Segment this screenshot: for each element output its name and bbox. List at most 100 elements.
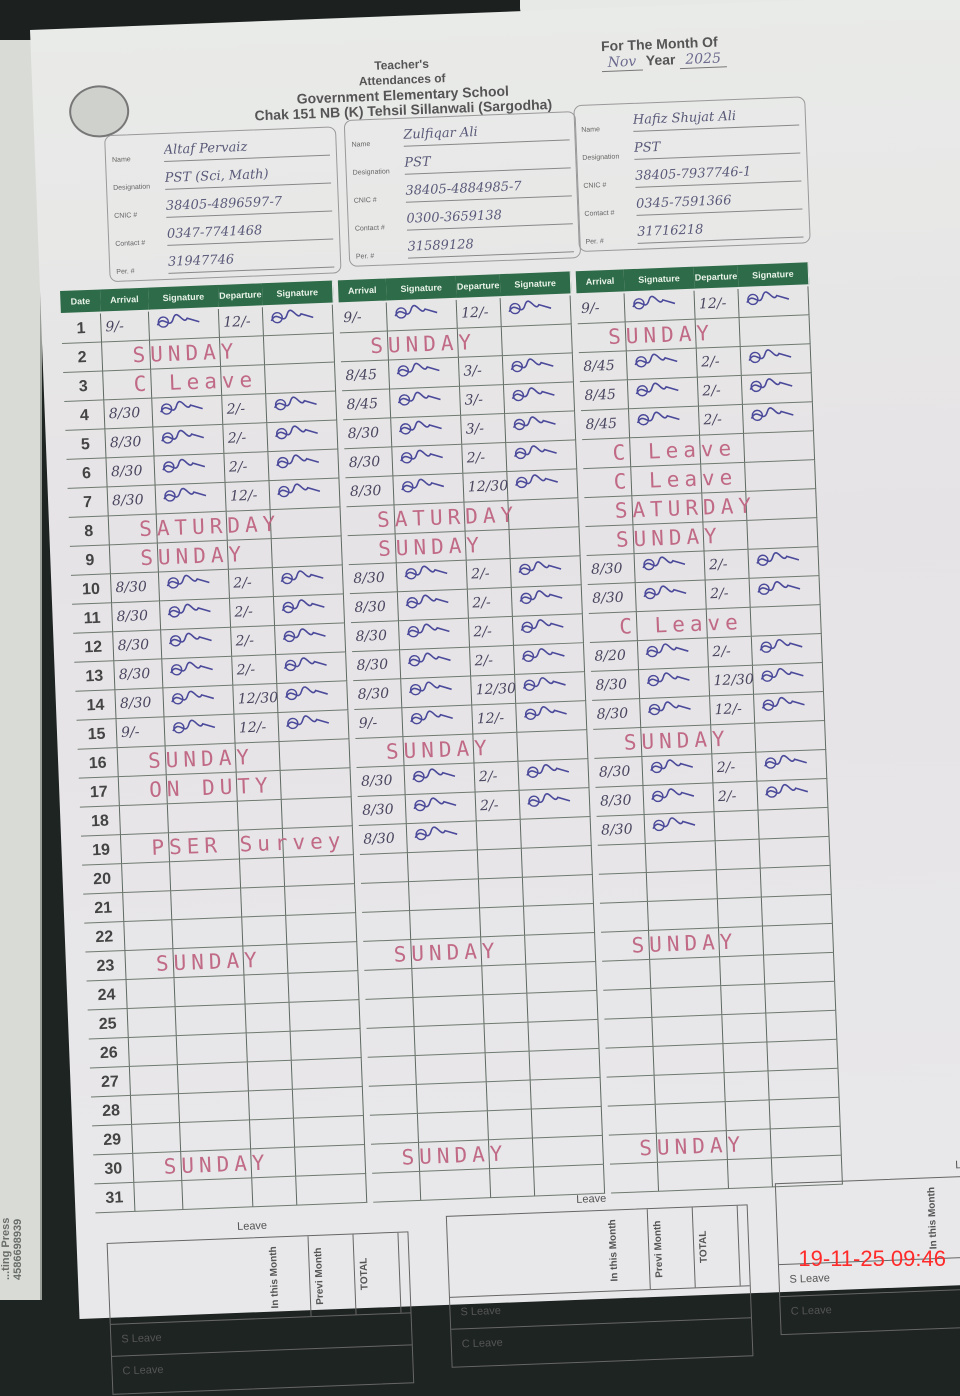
previous-page-edge [0,40,42,1300]
arrival-cell: 8/30 [104,398,154,430]
arrival-cell: 8/30 [348,563,398,595]
departure-cell: 2/- [696,346,742,378]
signature-mark [403,621,454,639]
departure-cell: 2/- [228,568,274,599]
arrival-cell [369,1113,420,1145]
signature-mark [406,708,457,726]
arrival-cell [134,1181,184,1212]
date-cell: 5 [65,429,107,460]
signature-cell [506,440,578,473]
signature-mark [404,650,455,668]
signature-cell [289,1000,361,1032]
signature-cell [768,1068,840,1101]
signature-mark [505,298,556,316]
signature-cell [292,1087,364,1119]
signature-cell [393,473,465,506]
arrival-cell: 8/45 [342,389,392,421]
signature-cell [270,507,342,540]
signature-cell [508,498,580,530]
leave-title: Leave [236,1219,268,1233]
arrival-cell: 8/45 [579,380,630,412]
signature-mark [267,307,318,325]
arrival-cell [606,1075,656,1107]
date-cell: 12 [73,632,115,663]
signature-cell [741,373,813,405]
arrival-cell [122,862,172,894]
signature-cell [653,1044,725,1076]
departure-cell [250,1118,296,1150]
departure-cell: 2/- [475,790,521,822]
signature-cell [392,444,464,477]
arrival-cell: 9/- [100,311,151,343]
arrival-cell: 8/30 [113,630,163,662]
signature-cell [283,855,356,887]
departure-cell [244,973,290,1005]
signature-cell [410,908,482,941]
signature-cell [182,1178,254,1210]
signature-cell [167,801,239,834]
signature-cell [402,705,474,738]
month-value: Nov [601,53,643,73]
departure-cell [717,897,763,929]
signature-cell [408,879,481,912]
signature-cell [397,589,469,622]
signature-cell [640,696,712,729]
signature-cell [510,556,582,588]
signature-cell [746,489,818,521]
signature-cell [626,348,698,381]
signature-cell [412,966,484,998]
departure-cell: 3/- [461,414,507,445]
signature-cell [637,638,709,671]
signature-cell [295,1144,367,1177]
arrival-cell [602,959,652,991]
signature-cell [651,986,723,1018]
signature-cell [177,1062,249,1095]
teacher-info-box: Name Hafiz Shujat Ali Designation PST CNIC #… [573,96,811,253]
signature-mark [169,717,220,735]
signature-cell [180,1120,252,1153]
signature-mark [280,655,331,673]
signature-cell [174,975,246,1008]
signature-cell [172,917,244,950]
signature-cell [154,453,226,486]
remark-note: SUNDAY [401,1141,508,1170]
signature-mark [411,824,462,842]
signature-mark [282,713,333,731]
signature-cell [413,995,485,1027]
signature-mark [401,563,452,581]
signature-cell [738,286,810,318]
arrival-cell [598,872,648,904]
signature-cell [759,836,831,869]
departure-cell [721,984,767,1016]
year-label: Year [645,51,676,69]
date-cell: 26 [88,1037,130,1069]
departure-cell: 2/- [222,394,268,425]
remark-note: SUNDAY [163,1150,270,1179]
printer-imprint: ...ting Press 4586698939 [0,1217,24,1280]
signature-cell [416,1082,488,1114]
signature-mark [649,815,700,833]
signature-cell [396,560,468,593]
signature-mark [520,704,571,722]
signature-cell [507,469,579,501]
signature-cell [414,1024,486,1056]
leave-column-header: In this Month [267,1236,312,1318]
date-cell: 27 [89,1066,131,1098]
arrival-cell [129,1065,179,1096]
signature-mark [640,583,691,601]
departure-cell: 12/30 [233,683,278,715]
departure-cell: 2/- [232,655,278,686]
leave-column-header: TOTAL [696,1205,741,1288]
departure-cell [722,1013,768,1045]
date-cell: 6 [66,458,108,489]
signature-cell [515,672,587,704]
signature-cell [511,585,583,617]
arrival-cell: 8/30 [343,418,393,450]
signature-cell [639,667,711,700]
date-cell: 29 [92,1124,134,1156]
signature-cell [761,894,833,927]
date-cell: 21 [83,893,125,924]
government-emblem-logo [68,84,131,139]
signature-cell [765,981,837,1014]
signature-cell [749,576,821,608]
